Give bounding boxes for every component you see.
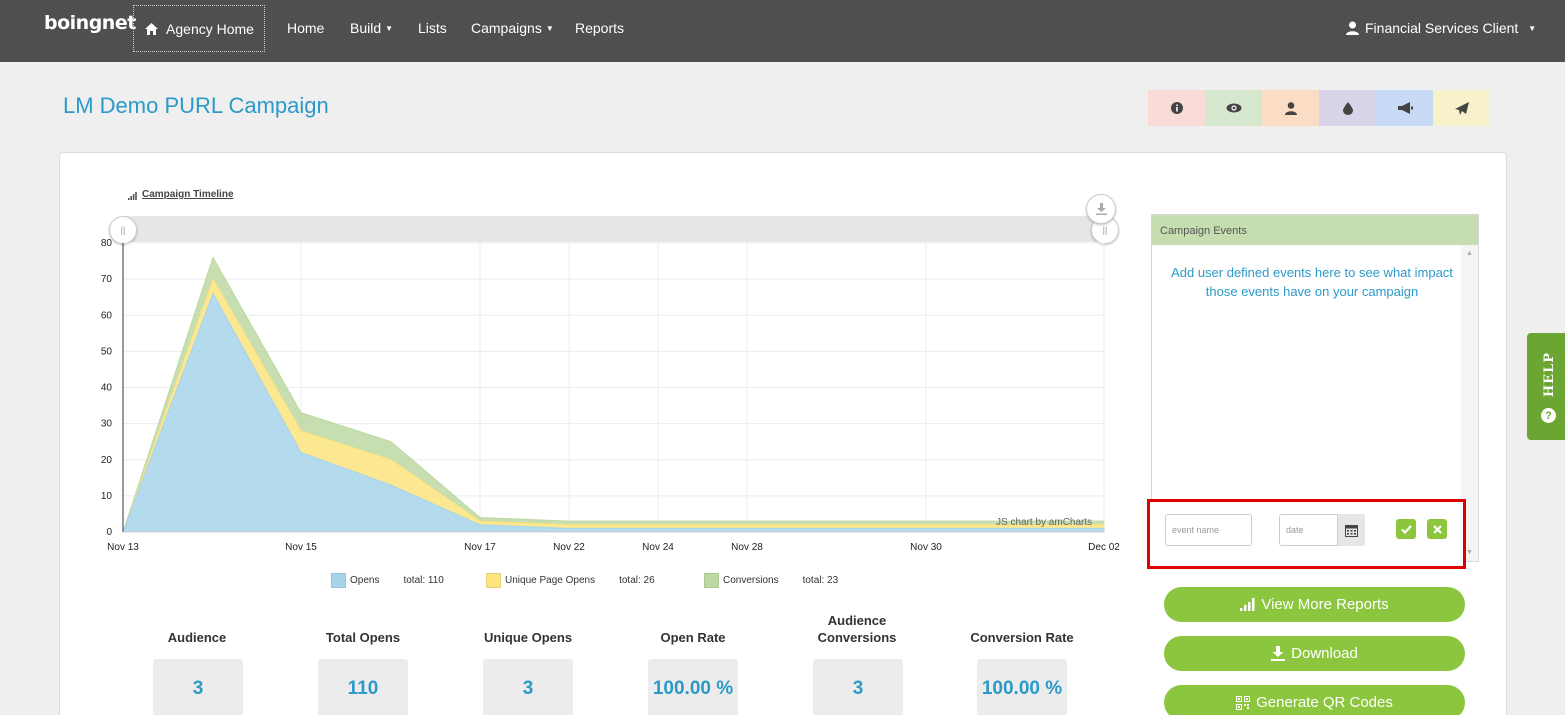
scrollbar-left-handle[interactable]: || — [109, 216, 137, 244]
x-tick-label: Nov 15 — [285, 542, 317, 553]
x-tick-label: Nov 24 — [642, 542, 674, 553]
home-icon — [145, 22, 159, 35]
y-tick-label: 20 — [101, 455, 113, 466]
page-title: LM Demo PURL Campaign — [63, 93, 329, 118]
y-tick-label: 50 — [101, 346, 113, 357]
confirm-event-button[interactable] — [1396, 519, 1416, 539]
promote-button[interactable] — [1376, 90, 1433, 126]
y-tick-label: 0 — [106, 527, 112, 538]
x-tick-label: Dec 02 — [1088, 542, 1120, 553]
download-icon — [1271, 646, 1286, 661]
amcharts-credit[interactable]: JS chart by amCharts — [996, 517, 1093, 528]
legend-item-unique-page-opens[interactable]: Unique Page Opens total: 26 — [486, 573, 655, 588]
chart-scrollbar[interactable] — [123, 216, 1105, 242]
y-tick-label: 40 — [101, 383, 113, 394]
x-tick-label: Nov 13 — [107, 542, 139, 553]
boingnet-logo[interactable]: boingnet — [44, 12, 136, 34]
top-navbar: boingnet Agency Home Home Build ▼ Lists C… — [0, 0, 1565, 62]
chart-title-text: Campaign Timeline — [142, 189, 234, 200]
legend-item-conversions[interactable]: Conversions total: 23 — [704, 573, 838, 588]
eye-icon — [1226, 103, 1241, 113]
caret-down-icon: ▼ — [385, 24, 394, 33]
user-menu[interactable]: Financial Services Client ▼ — [1346, 20, 1536, 36]
nav-campaigns[interactable]: Campaigns ▼ — [471, 20, 554, 36]
help-label: HELP — [1542, 352, 1557, 398]
metric-value-unique-opens: 3 — [483, 659, 573, 715]
calendar-button[interactable] — [1337, 514, 1365, 546]
campaign-toolbar — [1148, 90, 1490, 126]
info-button[interactable] — [1148, 90, 1205, 126]
download-icon — [1095, 203, 1107, 215]
metric-label-conversion-rate: Conversion Rate — [970, 630, 1074, 645]
y-tick-label: 70 — [101, 274, 113, 285]
user-name: Financial Services Client — [1365, 20, 1519, 36]
caret-down-icon: ▼ — [545, 24, 554, 33]
y-tick-label: 10 — [101, 491, 113, 502]
generate-qr-codes-button[interactable]: Generate QR Codes — [1164, 685, 1465, 715]
scroll-down-icon[interactable]: ▼ — [1466, 549, 1473, 556]
bar-chart-icon — [128, 192, 137, 200]
x-tick-label: Nov 17 — [464, 542, 496, 553]
metric-value-open-rate: 100.00 % — [648, 659, 738, 715]
legend-item-opens[interactable]: Opens total: 110 — [331, 573, 444, 588]
metric-value-conversion-rate: 100.00 % — [977, 659, 1067, 715]
x-tick-label: Nov 30 — [910, 542, 942, 553]
metric-label-audience: Audience — [167, 630, 227, 645]
check-icon — [1400, 524, 1412, 534]
chart-title[interactable]: Campaign Timeline — [128, 189, 234, 200]
agency-home-label: Agency Home — [166, 20, 254, 37]
campaign-timeline-chart: 0 10 20 30 40 50 60 70 80 Nov 13 Nov 15 Nov 17 Nov 2… — [101, 238, 1120, 553]
launch-button[interactable] — [1433, 90, 1490, 126]
legend-swatch — [331, 573, 346, 588]
metric-label-unique-opens: Unique Opens — [483, 630, 573, 645]
nav-home[interactable]: Home — [287, 20, 325, 36]
metric-value-total-opens: 110 — [318, 659, 408, 715]
close-icon — [1432, 524, 1442, 534]
view-more-reports-button[interactable]: View More Reports — [1164, 587, 1465, 622]
legend-swatch — [486, 573, 501, 588]
metric-value-audience-conversions: 3 — [813, 659, 903, 715]
cancel-event-button[interactable] — [1427, 519, 1447, 539]
question-icon: ? — [1541, 408, 1556, 423]
user-icon — [1346, 21, 1359, 35]
scroll-up-icon[interactable]: ▲ — [1466, 250, 1473, 257]
x-tick-label: Nov 22 — [553, 542, 585, 553]
y-tick-label: 60 — [101, 310, 113, 321]
bar-chart-icon — [1240, 598, 1255, 611]
user-icon — [1284, 101, 1297, 115]
metric-label-open-rate: Open Rate — [660, 630, 726, 645]
export-chart-button[interactable] — [1086, 194, 1116, 224]
campaign-events-message: Add user defined events here to see what… — [1171, 265, 1453, 299]
metric-value-audience: 3 — [153, 659, 243, 715]
y-tick-label: 80 — [101, 238, 113, 249]
nav-reports[interactable]: Reports — [575, 20, 625, 36]
events-scrollbar[interactable]: ▲ ▼ — [1461, 245, 1478, 561]
metric-label-audience-conversions: Audience Conversions — [817, 613, 897, 645]
download-button[interactable]: Download — [1164, 636, 1465, 671]
preview-button[interactable] — [1205, 90, 1262, 126]
y-tick-label: 30 — [101, 419, 113, 430]
legend-swatch — [704, 573, 719, 588]
design-button[interactable] — [1319, 90, 1376, 126]
drop-icon — [1342, 101, 1353, 115]
info-icon — [1170, 102, 1183, 114]
x-tick-label: Nov 28 — [731, 542, 763, 553]
event-name-input[interactable]: event name — [1165, 514, 1252, 546]
send-icon — [1454, 101, 1469, 115]
campaign-events-header: Campaign Events — [1152, 215, 1478, 245]
nav-build[interactable]: Build ▼ — [350, 20, 394, 36]
megaphone-icon — [1397, 102, 1413, 114]
agency-home-button[interactable]: Agency Home — [133, 5, 265, 52]
nav-lists[interactable]: Lists — [418, 20, 447, 36]
calendar-icon — [1345, 524, 1358, 537]
audience-button[interactable] — [1262, 90, 1319, 126]
qr-code-icon — [1236, 695, 1251, 710]
caret-down-icon: ▼ — [1528, 23, 1537, 33]
metric-label-total-opens: Total Opens — [325, 630, 401, 645]
